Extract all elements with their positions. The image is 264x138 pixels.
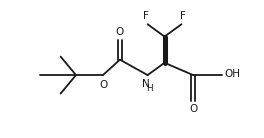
Text: F: F — [180, 11, 186, 21]
Text: H: H — [146, 84, 153, 93]
Text: O: O — [116, 27, 124, 37]
Text: O: O — [100, 80, 108, 91]
Text: O: O — [189, 104, 197, 114]
Text: F: F — [143, 11, 149, 21]
Text: OH: OH — [225, 69, 241, 79]
Text: N: N — [142, 79, 150, 89]
